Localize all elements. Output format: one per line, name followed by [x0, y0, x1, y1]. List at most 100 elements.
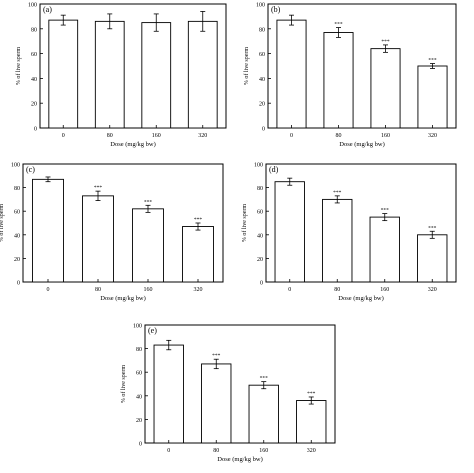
chart-panel-4: (d) 0 20 40 60 80 100 % of live sperm 0 *** 80 *** 1…	[241, 163, 457, 302]
x-tick-label: 0	[290, 133, 293, 139]
significance-label: ***	[94, 185, 103, 191]
panel-label: (a)	[43, 5, 52, 14]
bar	[153, 344, 184, 444]
y-tick-label: 100	[256, 3, 265, 9]
y-axis-label: % of live sperm	[15, 47, 22, 85]
significance-label: ***	[194, 217, 203, 223]
bar	[132, 208, 164, 283]
panel-label: (c)	[26, 165, 35, 174]
y-tick-label: 80	[31, 27, 37, 33]
bar	[274, 181, 305, 283]
y-tick-label: 0	[17, 281, 20, 287]
x-tick-label: 80	[107, 133, 113, 139]
significance-label: ***	[144, 199, 153, 205]
y-axis-label: % of live sperm	[241, 204, 248, 242]
y-tick-label: 100	[133, 324, 142, 330]
bar	[417, 65, 448, 129]
bar	[276, 19, 307, 129]
x-tick-label: 320	[428, 133, 437, 139]
significance-label: ***	[381, 39, 390, 45]
chart-panel-1: (a) 0 20 40 60 80 100 % of live sperm 0 80 160 320 D…	[15, 3, 227, 148]
chart-panel-3: (c) 0 20 40 60 80 100 % of live sperm 0 *** 80 *** 1…	[0, 163, 224, 302]
panel-label: (d)	[269, 165, 279, 174]
x-tick-label: 320	[198, 133, 207, 139]
bar	[296, 400, 327, 444]
bar	[32, 178, 64, 283]
x-axis-label: Dose (mg/kg bw)	[339, 141, 385, 148]
y-tick-label: 40	[31, 77, 37, 83]
panel-label: (e)	[148, 326, 157, 335]
y-tick-label: 60	[257, 210, 263, 216]
y-tick-label: 0	[260, 281, 263, 287]
x-tick-label: 320	[194, 287, 203, 293]
x-tick-label: 160	[380, 287, 389, 293]
y-axis-label: % of live sperm	[243, 47, 250, 85]
x-tick-label: 80	[334, 287, 340, 293]
bar	[323, 32, 354, 129]
plot-frame	[39, 3, 227, 129]
bar	[187, 20, 218, 129]
x-tick-label: 0	[47, 287, 50, 293]
plot-frame	[22, 163, 224, 283]
significance-label: ***	[334, 22, 343, 28]
x-tick-label: 0	[62, 133, 65, 139]
y-tick-label: 20	[136, 418, 142, 424]
y-tick-label: 0	[34, 127, 37, 133]
chart-panel-5: (e) 0 20 40 60 80 100 % of live sperm 0 *** 80 *** 1…	[120, 324, 336, 463]
x-tick-label: 80	[336, 133, 342, 139]
x-tick-label: 80	[213, 448, 219, 454]
x-tick-label: 0	[167, 448, 170, 454]
significance-label: ***	[260, 376, 269, 382]
x-tick-label: 160	[152, 133, 161, 139]
significance-label: ***	[428, 58, 437, 64]
y-tick-label: 100	[254, 163, 263, 169]
bar	[370, 48, 401, 129]
y-tick-label: 20	[31, 102, 37, 108]
y-tick-label: 40	[259, 77, 265, 83]
y-tick-label: 20	[257, 257, 263, 263]
y-tick-label: 80	[257, 186, 263, 192]
x-tick-label: 160	[144, 287, 153, 293]
x-axis-label: Dose (mg/kg bw)	[110, 141, 156, 148]
y-axis-label: % of live sperm	[120, 365, 127, 403]
bar	[201, 363, 232, 444]
y-tick-label: 60	[136, 371, 142, 377]
x-axis-label: Dose (mg/kg bw)	[338, 295, 384, 302]
bar	[182, 226, 214, 283]
x-tick-label: 320	[428, 287, 437, 293]
significance-label: ***	[212, 353, 221, 359]
significance-label: ***	[333, 190, 342, 196]
bar	[94, 20, 125, 129]
x-axis-label: Dose (mg/kg bw)	[217, 456, 263, 463]
y-tick-label: 100	[28, 3, 37, 9]
y-tick-label: 60	[31, 52, 37, 58]
plot-frame	[144, 324, 336, 444]
y-tick-label: 0	[139, 442, 142, 448]
bar	[141, 22, 172, 129]
x-tick-label: 0	[288, 287, 291, 293]
y-tick-label: 40	[257, 233, 263, 239]
y-tick-label: 80	[259, 27, 265, 33]
chart-panel-2: (b) 0 20 40 60 80 100 % of live sperm 0 *** 80 *** 1…	[243, 3, 457, 148]
x-tick-label: 80	[95, 287, 101, 293]
panel-label: (b)	[271, 5, 281, 14]
bar	[417, 234, 448, 283]
y-tick-label: 0	[262, 127, 265, 133]
x-axis-label: Dose (mg/kg bw)	[100, 295, 146, 302]
y-axis-label: % of live sperm	[0, 204, 5, 242]
y-tick-label: 40	[136, 394, 142, 400]
bar	[322, 198, 353, 283]
y-tick-label: 60	[259, 52, 265, 58]
x-tick-label: 160	[259, 448, 268, 454]
y-tick-label: 20	[259, 102, 265, 108]
significance-label: ***	[307, 391, 316, 397]
significance-label: ***	[428, 225, 437, 231]
bar	[369, 216, 400, 283]
plot-frame	[267, 3, 457, 129]
x-tick-label: 160	[381, 133, 390, 139]
y-tick-label: 20	[14, 257, 20, 263]
y-tick-label: 80	[14, 186, 20, 192]
x-tick-label: 320	[307, 448, 316, 454]
significance-label: ***	[381, 208, 390, 214]
